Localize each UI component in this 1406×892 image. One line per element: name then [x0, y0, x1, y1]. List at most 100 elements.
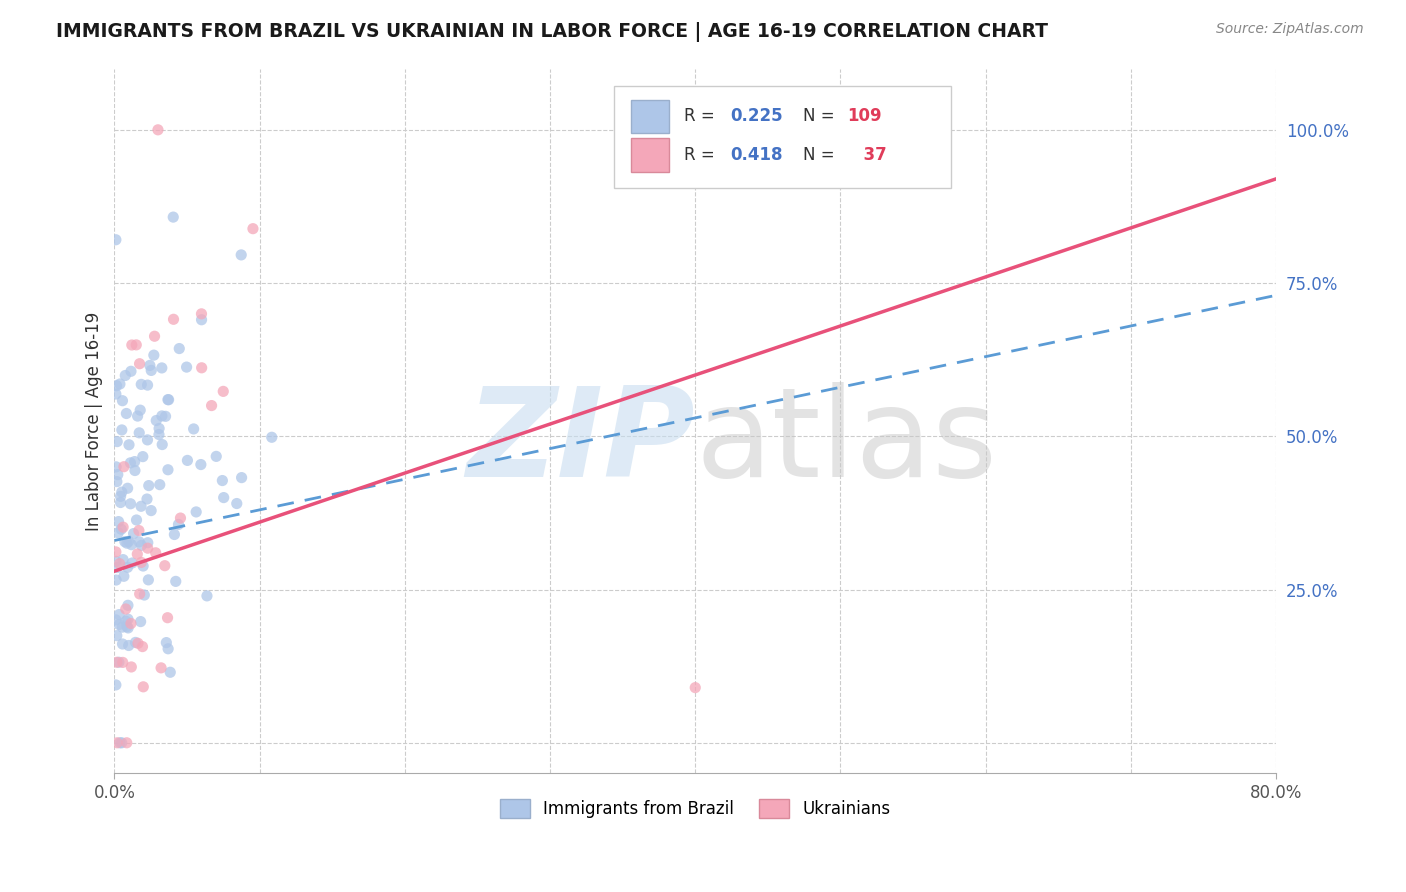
Point — [129, 500, 152, 514]
Point — [183, 422, 205, 436]
Point — [231, 248, 253, 262]
Point — [131, 538, 153, 552]
Point — [157, 641, 180, 656]
Point — [105, 378, 128, 392]
Point — [107, 467, 129, 482]
Point — [105, 573, 128, 587]
Point — [128, 534, 150, 549]
Point — [108, 376, 131, 391]
Point — [108, 736, 131, 750]
Point — [129, 615, 152, 629]
Text: N =: N = — [803, 146, 841, 164]
Point — [114, 534, 136, 549]
Point — [136, 378, 159, 392]
Point — [117, 621, 139, 635]
Point — [125, 513, 148, 527]
Point — [176, 360, 198, 375]
Point — [120, 616, 142, 631]
Point — [136, 535, 159, 549]
Text: 0.225: 0.225 — [730, 107, 783, 126]
Point — [136, 541, 159, 556]
Point — [111, 656, 134, 670]
Text: R =: R = — [683, 107, 720, 126]
Point — [186, 505, 208, 519]
Point — [231, 470, 253, 484]
Point — [120, 497, 142, 511]
Point — [163, 527, 186, 541]
Point — [131, 640, 153, 654]
Point — [159, 665, 181, 680]
Point — [105, 736, 128, 750]
Point — [162, 210, 184, 224]
Point — [107, 525, 129, 540]
Point — [115, 620, 138, 634]
Point — [150, 661, 173, 675]
Point — [205, 450, 228, 464]
Point — [156, 392, 179, 407]
Point — [211, 474, 233, 488]
Point — [117, 481, 139, 495]
Point — [115, 736, 138, 750]
Point — [195, 589, 218, 603]
Point — [176, 453, 198, 467]
Point — [155, 409, 177, 424]
Bar — [631, 100, 668, 134]
Point — [148, 427, 170, 442]
Point — [157, 392, 180, 407]
Text: 109: 109 — [848, 107, 882, 126]
Point — [120, 456, 142, 470]
Point — [108, 607, 131, 622]
Point — [105, 629, 128, 643]
Point — [136, 491, 159, 506]
Point — [190, 312, 212, 326]
Point — [124, 454, 146, 468]
Point — [190, 307, 212, 321]
Point — [683, 681, 706, 695]
Point — [150, 409, 173, 423]
Point — [225, 496, 247, 510]
Point — [138, 573, 160, 587]
Point — [156, 610, 179, 624]
Point — [111, 637, 134, 651]
Point — [162, 312, 184, 326]
Point — [104, 554, 127, 568]
Point — [118, 534, 141, 549]
Point — [104, 387, 127, 401]
Point — [111, 736, 134, 750]
Point — [242, 221, 264, 235]
Point — [117, 599, 139, 613]
Point — [112, 552, 135, 566]
Point — [121, 338, 143, 352]
Point — [200, 399, 222, 413]
Point — [105, 655, 128, 669]
Point — [129, 377, 152, 392]
Point — [110, 495, 132, 509]
Point — [148, 421, 170, 435]
Point — [212, 491, 235, 505]
Point — [128, 357, 150, 371]
Point — [153, 558, 176, 573]
Point — [117, 560, 139, 574]
Point — [134, 588, 156, 602]
Bar — [631, 138, 668, 172]
Point — [111, 423, 134, 437]
Point — [132, 559, 155, 574]
Point — [105, 560, 128, 574]
Point — [114, 602, 136, 616]
FancyBboxPatch shape — [614, 87, 950, 188]
Point — [165, 574, 187, 589]
Point — [127, 409, 149, 423]
Point — [104, 545, 127, 559]
Point — [121, 556, 143, 570]
Point — [124, 635, 146, 649]
Point — [128, 425, 150, 440]
Point — [125, 338, 148, 352]
Point — [120, 538, 142, 552]
Point — [149, 477, 172, 491]
Text: IMMIGRANTS FROM BRAZIL VS UKRAINIAN IN LABOR FORCE | AGE 16-19 CORRELATION CHART: IMMIGRANTS FROM BRAZIL VS UKRAINIAN IN L… — [56, 22, 1049, 42]
Point — [139, 359, 162, 373]
Text: atlas: atlas — [695, 382, 997, 502]
Point — [108, 655, 131, 669]
Point — [212, 384, 235, 399]
Point — [115, 615, 138, 629]
